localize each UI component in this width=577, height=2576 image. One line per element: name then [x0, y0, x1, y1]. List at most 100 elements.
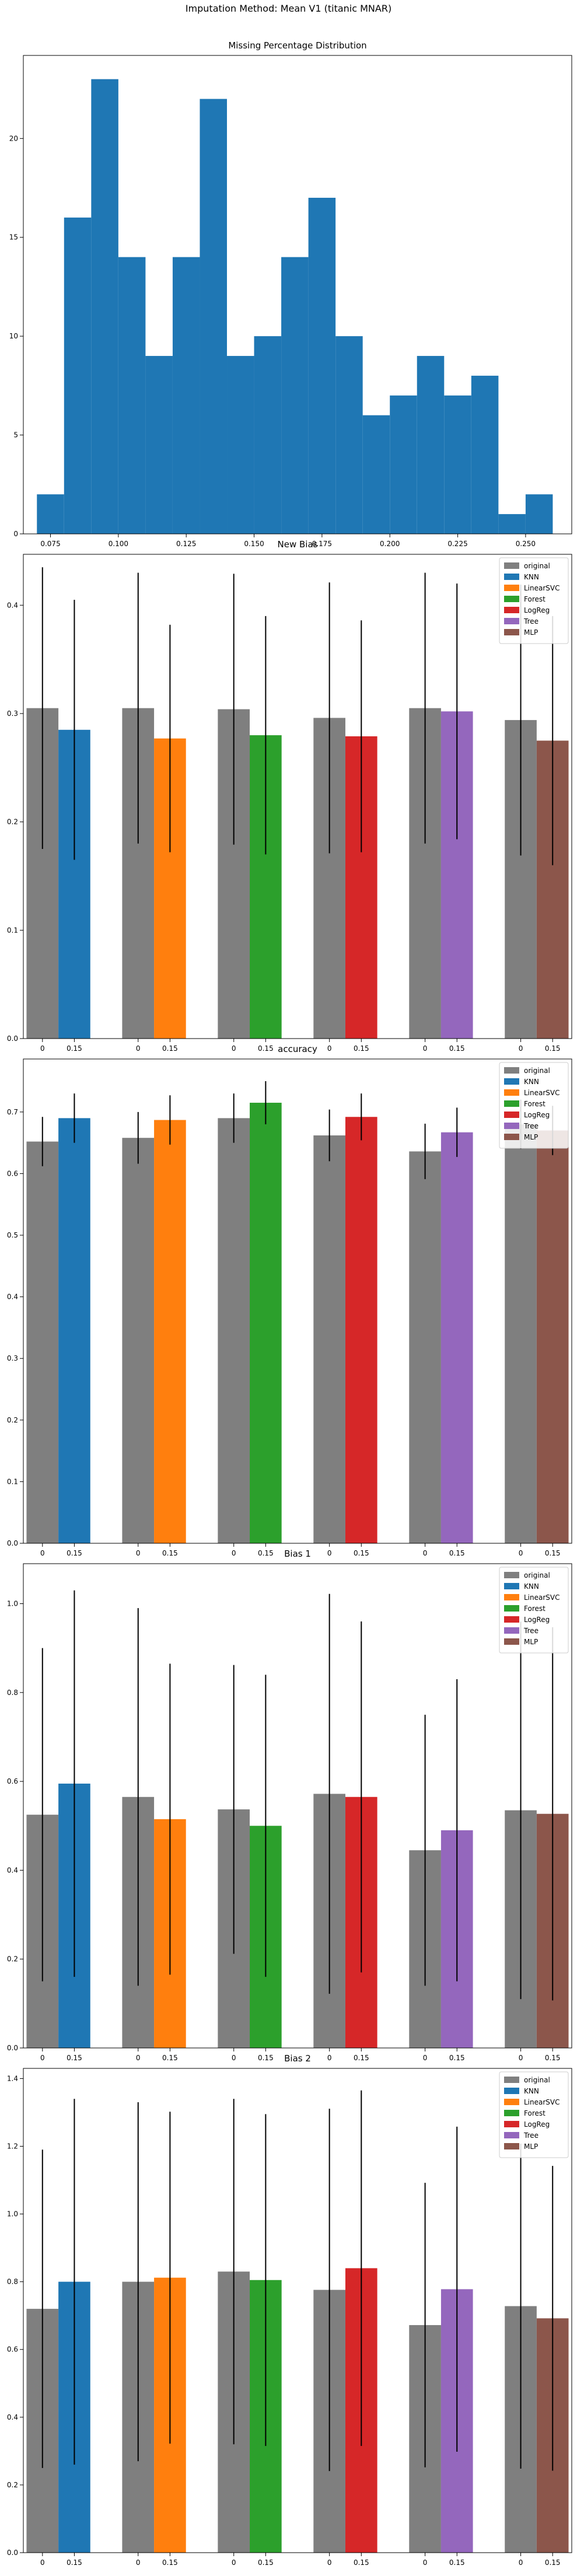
legend-label-tree: Tree — [523, 1627, 538, 1635]
legend-swatch-original — [504, 1067, 519, 1074]
x-tick-label: 0 — [423, 1044, 428, 1053]
y-tick-label: 1.0 — [7, 2210, 18, 2218]
legend-label-linearsvc: LinearSVC — [524, 584, 560, 592]
x-tick-label: 0.15 — [545, 2054, 561, 2062]
x-tick-label: 0.15 — [354, 2558, 369, 2567]
x-tick-label: 0.15 — [162, 2558, 178, 2567]
legend-swatch-logreg — [504, 2121, 519, 2127]
bar-original — [409, 1151, 441, 1543]
y-tick-label: 0.0 — [7, 1539, 18, 1547]
histogram-bar — [471, 375, 499, 534]
axes-frame — [23, 1563, 572, 2049]
x-tick-label: 0.15 — [449, 1044, 465, 1053]
x-tick-label: 0.15 — [67, 1549, 82, 1557]
x-tick-label: 0 — [136, 2054, 141, 2062]
x-tick-label: 0 — [519, 1549, 523, 1557]
legend-label-mlp: MLP — [524, 2142, 538, 2151]
legend-label-knn: KNN — [524, 573, 539, 581]
x-tick-label: 0 — [40, 1044, 45, 1053]
x-tick-label: 0.15 — [258, 1044, 274, 1053]
legend-label-original: original — [524, 1067, 550, 1075]
x-tick-label: 0 — [327, 2558, 332, 2567]
y-tick-label: 0.2 — [7, 818, 18, 826]
histogram-bar — [37, 494, 64, 534]
histogram-bar — [227, 356, 254, 534]
y-tick-label: 0.0 — [7, 1034, 18, 1043]
legend-swatch-tree — [504, 1123, 519, 1129]
y-tick-label: 1.2 — [7, 2142, 18, 2150]
x-tick-label: 0.15 — [354, 1044, 369, 1053]
bar-mlp — [536, 1130, 569, 1543]
y-tick-label: 5 — [13, 431, 18, 439]
x-tick-label: 0.175 — [312, 540, 332, 548]
x-tick-label: 0 — [40, 2558, 45, 2567]
legend-swatch-forest — [504, 1100, 519, 1107]
x-tick-label: 0 — [423, 1549, 428, 1557]
x-tick-label: 0 — [232, 2054, 236, 2062]
x-tick-label: 0 — [327, 1044, 332, 1053]
y-tick-label: 0.7 — [7, 1108, 18, 1116]
x-tick-label: 0.15 — [67, 2054, 82, 2062]
y-tick-label: 0.2 — [7, 1416, 18, 1424]
axes-frame — [23, 2068, 572, 2553]
legend-swatch-mlp — [504, 1134, 519, 1140]
y-tick-label: 10 — [9, 332, 18, 340]
x-tick-label: 0 — [136, 1044, 141, 1053]
y-tick-label: 0.4 — [7, 1866, 18, 1874]
histogram-bar — [335, 336, 363, 534]
legend-label-forest: Forest — [524, 595, 545, 603]
histogram-bar — [172, 257, 200, 534]
axes-frame — [23, 55, 572, 534]
x-tick-label: 0.125 — [176, 540, 196, 548]
y-tick-label: 0.6 — [7, 1777, 18, 1785]
y-tick-label: 15 — [9, 233, 18, 242]
legend-label-tree: Tree — [523, 1122, 538, 1130]
y-tick-label: 0.4 — [7, 601, 18, 609]
x-tick-label: 0 — [519, 1044, 523, 1053]
x-tick-label: 0.15 — [449, 2558, 465, 2567]
histogram-bar — [390, 395, 417, 534]
axes-frame — [23, 554, 572, 1039]
x-tick-label: 0.15 — [67, 2558, 82, 2567]
y-tick-label: 0.3 — [7, 1354, 18, 1362]
legend-swatch-forest — [504, 1605, 519, 1612]
x-tick-label: 0.150 — [244, 540, 264, 548]
legend-label-tree: Tree — [523, 617, 538, 625]
y-tick-label: 0.4 — [7, 2413, 18, 2421]
legend-label-knn: KNN — [524, 1078, 539, 1086]
legend-swatch-original — [504, 2077, 519, 2083]
bar-forest — [250, 1102, 282, 1543]
chart-panel-3: Bias 1 0.0 0.2 0.4 0.6 0.8 1.0 0 0.15 0 0.15 0 0.15 0… — [7, 1549, 572, 2062]
legend-swatch-mlp — [504, 2143, 519, 2149]
legend-swatch-logreg — [504, 1112, 519, 1118]
legend-label-logreg: LogReg — [524, 2120, 550, 2128]
chart-title: Bias 1 — [284, 1549, 311, 1559]
x-tick-label: 0.15 — [354, 1549, 369, 1557]
bar-linearsvc — [154, 1120, 186, 1543]
legend-label-original: original — [524, 1571, 550, 1579]
legend-label-original: original — [524, 562, 550, 570]
histogram-bar — [525, 494, 553, 534]
y-tick-label: 0.8 — [7, 2278, 18, 2286]
legend-swatch-original — [504, 562, 519, 569]
x-tick-label: 0.15 — [162, 1044, 178, 1053]
legend-swatch-mlp — [504, 1638, 519, 1645]
x-tick-label: 0 — [40, 1549, 45, 1557]
legend: original KNN LinearSVC Forest LogReg Tree MLP — [499, 1062, 569, 1149]
y-tick-label: 0.0 — [7, 2549, 18, 2557]
legend-label-knn: KNN — [524, 1582, 539, 1591]
chart-title: accuracy — [278, 1044, 317, 1054]
x-tick-label: 0.200 — [380, 540, 400, 548]
legend-swatch-linearsvc — [504, 1594, 519, 1600]
y-tick-label: 0.2 — [7, 2481, 18, 2489]
x-tick-label: 0 — [519, 2054, 523, 2062]
x-tick-label: 0 — [423, 2558, 428, 2567]
x-tick-label: 0.15 — [449, 2054, 465, 2062]
x-tick-label: 0 — [232, 1044, 236, 1053]
legend-label-forest: Forest — [524, 1605, 545, 1613]
bar-logreg — [345, 1117, 377, 1543]
x-tick-label: 0.15 — [258, 2054, 274, 2062]
x-tick-label: 0.15 — [258, 2558, 274, 2567]
legend-label-logreg: LogReg — [524, 1111, 550, 1119]
